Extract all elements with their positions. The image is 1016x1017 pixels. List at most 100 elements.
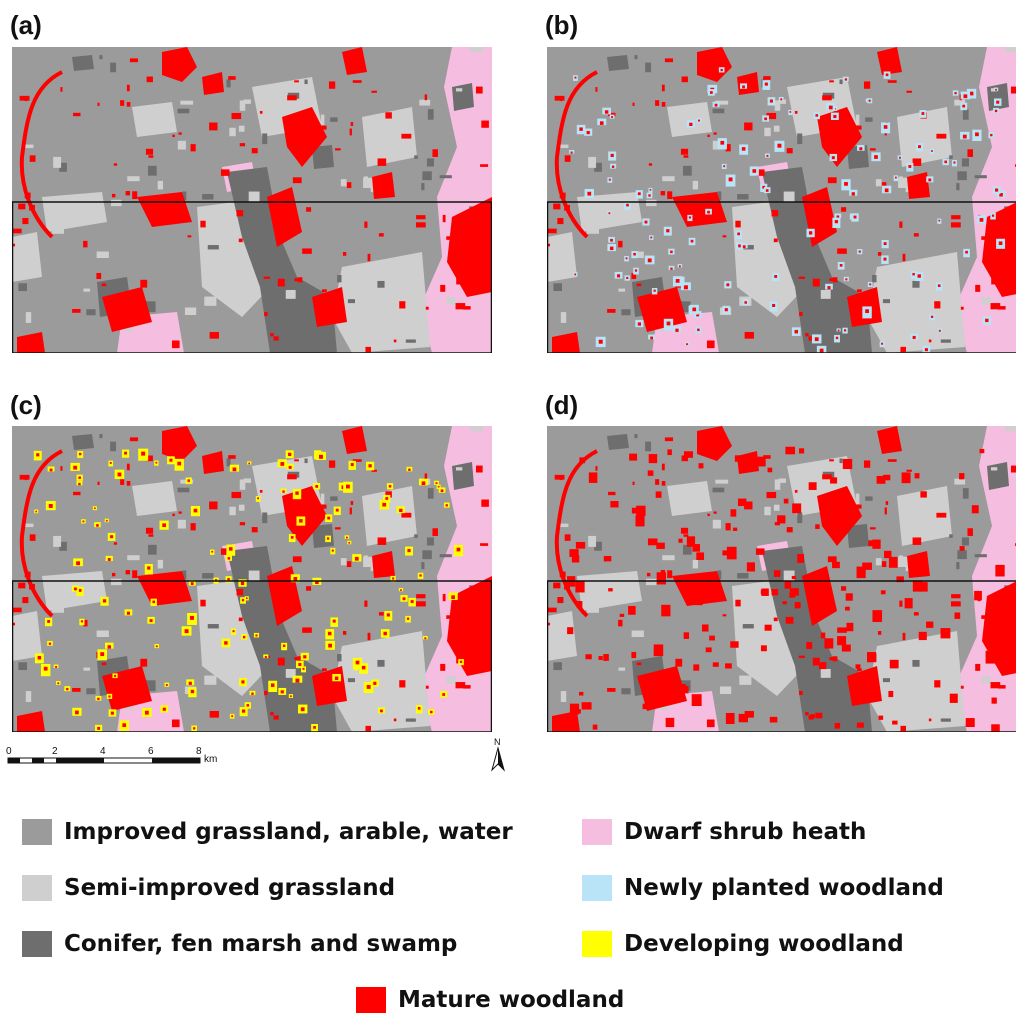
mature-woodland-patch xyxy=(899,222,902,228)
land-speck-semi xyxy=(83,668,90,671)
mature-woodland-patch xyxy=(172,340,180,348)
mature-woodland-patch xyxy=(845,278,847,280)
mature-woodland-patch xyxy=(899,601,902,607)
mature-woodland-patch xyxy=(604,556,612,561)
mature-woodland-patch xyxy=(692,308,696,312)
land-speck-semi xyxy=(911,116,921,124)
mature-woodland-patch xyxy=(951,215,960,219)
mature-woodland-patch xyxy=(73,492,80,495)
mature-woodland-patch xyxy=(995,110,997,112)
mature-woodland-patch xyxy=(859,147,862,150)
mature-woodland-patch xyxy=(35,511,37,513)
mature-woodland-patch xyxy=(401,513,411,518)
mature-woodland-patch xyxy=(126,191,130,195)
mature-woodland-patch xyxy=(737,233,740,236)
mature-woodland-patch xyxy=(725,663,732,668)
mature-woodland-patch xyxy=(127,481,131,486)
mature-woodland-patch xyxy=(72,309,80,313)
land-speck-conifer xyxy=(440,554,452,557)
land-speck-conifer xyxy=(226,79,230,87)
mature-woodland-patch xyxy=(18,583,25,589)
mature-woodland-patch xyxy=(456,277,466,285)
mature-woodland-patch xyxy=(96,273,101,279)
mature-woodland-patch xyxy=(895,177,897,179)
land-speck-semi xyxy=(561,312,566,323)
land-speck-semi xyxy=(954,479,965,485)
mature-woodland-patch xyxy=(329,460,335,467)
land-speck-conifer xyxy=(337,654,341,661)
mature-woodland-patch xyxy=(837,627,847,632)
mature-woodland-patch xyxy=(367,685,371,689)
mature-woodland-patch xyxy=(931,316,933,318)
legend-swatch-heath xyxy=(582,819,612,845)
land-speck-conifer xyxy=(202,573,213,579)
mature-woodland-patch xyxy=(612,166,614,168)
land-speck-conifer xyxy=(422,171,431,180)
mature-woodland-patch xyxy=(342,47,367,75)
mature-woodland-patch xyxy=(557,218,563,224)
land-speck-semi xyxy=(739,676,751,685)
mature-woodland-patch xyxy=(446,504,448,506)
mature-woodland-patch xyxy=(106,520,108,522)
mature-woodland-patch xyxy=(747,562,755,571)
mature-woodland-patch xyxy=(633,103,635,106)
mature-woodland-patch xyxy=(742,85,745,88)
mature-woodland-patch xyxy=(679,265,681,267)
mature-woodland-patch xyxy=(886,73,889,76)
mature-woodland-patch xyxy=(829,657,834,660)
mature-woodland-patch xyxy=(97,698,99,700)
mature-woodland-patch xyxy=(890,660,899,669)
mature-woodland-patch xyxy=(914,612,919,615)
mature-woodland-patch xyxy=(425,473,427,479)
legend-item-developing: Developing woodland xyxy=(582,927,904,961)
mature-woodland-patch xyxy=(97,727,100,730)
land-speck-conifer xyxy=(330,496,337,500)
mature-woodland-patch xyxy=(392,577,394,579)
mature-woodland-patch xyxy=(294,577,298,581)
land-patch-conifer xyxy=(452,83,474,111)
land-speck-conifer xyxy=(18,283,27,291)
mature-woodland-patch xyxy=(209,501,217,509)
land-speck-semi xyxy=(229,507,235,515)
mature-woodland-patch xyxy=(855,664,860,668)
mature-woodland-patch xyxy=(662,85,665,92)
mature-woodland-patch xyxy=(570,704,579,715)
mature-woodland-patch xyxy=(60,466,62,471)
mature-woodland-patch xyxy=(929,340,932,343)
land-speck-semi xyxy=(158,181,163,190)
mature-woodland-patch xyxy=(667,449,671,455)
land-speck-semi xyxy=(229,128,235,136)
mature-woodland-patch xyxy=(595,87,597,92)
mature-woodland-patch xyxy=(995,565,1004,577)
mature-woodland-patch xyxy=(697,426,732,461)
mature-woodland-patch xyxy=(382,503,386,507)
mature-woodland-patch xyxy=(179,511,182,513)
mature-woodland-patch xyxy=(322,668,327,671)
mature-woodland-patch xyxy=(961,686,964,689)
land-speck-conifer xyxy=(634,434,637,438)
mature-woodland-patch xyxy=(962,105,965,108)
mature-woodland-patch xyxy=(726,523,731,530)
land-speck-conifer xyxy=(737,194,748,200)
mature-woodland-patch xyxy=(784,499,789,504)
mature-woodland-patch xyxy=(432,149,438,157)
mature-woodland-patch xyxy=(166,684,168,686)
mature-woodland-patch xyxy=(200,221,205,228)
map-a-svg xyxy=(12,47,492,353)
mature-woodland-patch xyxy=(635,269,637,271)
mature-woodland-patch xyxy=(865,309,869,313)
mature-woodland-patch xyxy=(918,274,921,277)
mature-woodland-patch xyxy=(963,94,967,98)
mature-woodland-patch xyxy=(918,145,921,148)
land-speck-conifer xyxy=(645,63,651,73)
mature-woodland-patch xyxy=(986,651,996,664)
mature-woodland-patch xyxy=(857,289,862,292)
land-patch-conifer xyxy=(72,55,94,71)
mature-woodland-patch xyxy=(735,600,740,607)
mature-woodland-patch xyxy=(419,574,421,576)
mature-woodland-patch xyxy=(765,625,772,631)
mature-woodland-patch xyxy=(385,112,391,118)
mature-woodland-patch xyxy=(828,177,837,183)
mature-woodland-patch xyxy=(399,301,405,308)
mature-woodland-patch xyxy=(25,477,28,480)
